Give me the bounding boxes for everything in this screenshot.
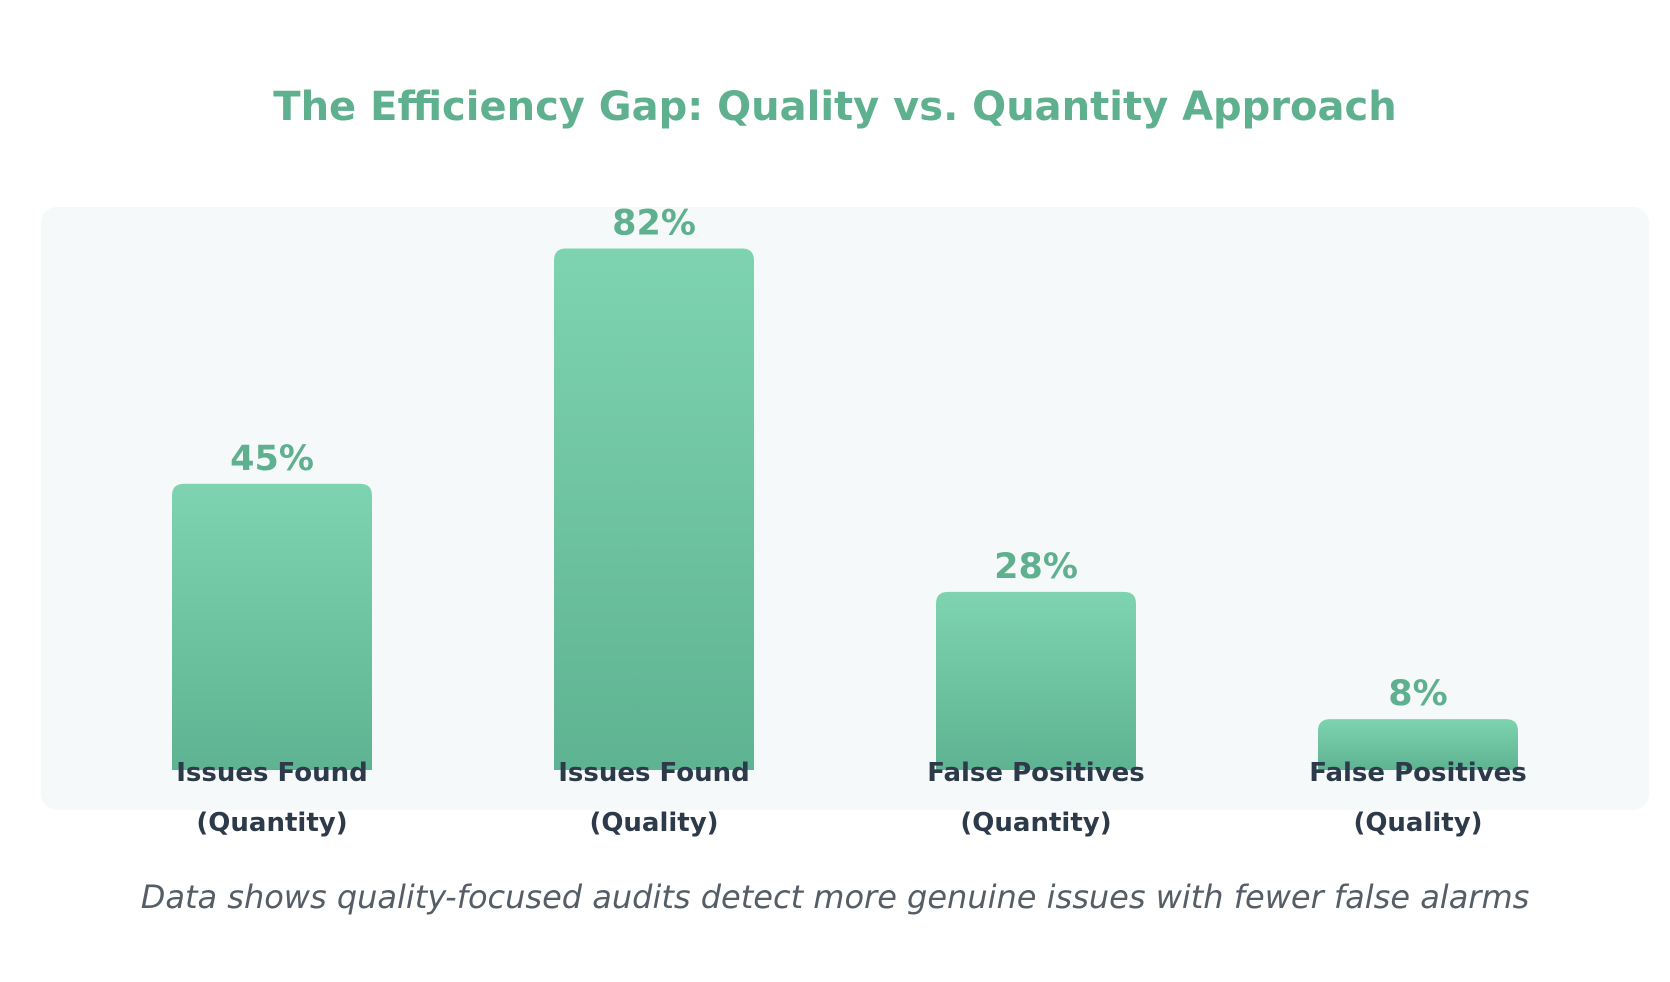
category-label-3-line-1: (Quality) (1353, 808, 1482, 838)
bar-1 (554, 248, 754, 771)
plot-background-panel (41, 207, 1649, 810)
category-labels-layer: Issues Found (Quantity) Issues Found (Quali… (176, 758, 1527, 838)
category-label-2-line-1: (Quantity) (960, 808, 1111, 838)
category-label-2-line-0: False Positives (927, 758, 1145, 788)
bar-value-label-3: 8% (1388, 674, 1447, 714)
bar-3 (1318, 719, 1518, 770)
category-label-3-line-0: False Positives (1309, 758, 1527, 788)
bar-0 (172, 483, 372, 770)
bar-value-label-2: 28% (994, 547, 1078, 587)
category-label-0-line-0: Issues Found (176, 758, 368, 788)
bar-value-label-1: 82% (612, 203, 696, 243)
chart-caption: Data shows quality-focused audits detect… (140, 878, 1530, 916)
chart-title: The Efficiency Gap: Quality vs. Quantity… (273, 84, 1397, 130)
bars-layer: 45% 82% 28% 8% (172, 203, 1518, 771)
category-label-0-line-1: (Quantity) (196, 808, 347, 838)
bar-2 (936, 591, 1136, 770)
category-label-1-line-1: (Quality) (589, 808, 718, 838)
category-label-1-line-0: Issues Found (558, 758, 750, 788)
bar-value-label-0: 45% (230, 439, 314, 479)
